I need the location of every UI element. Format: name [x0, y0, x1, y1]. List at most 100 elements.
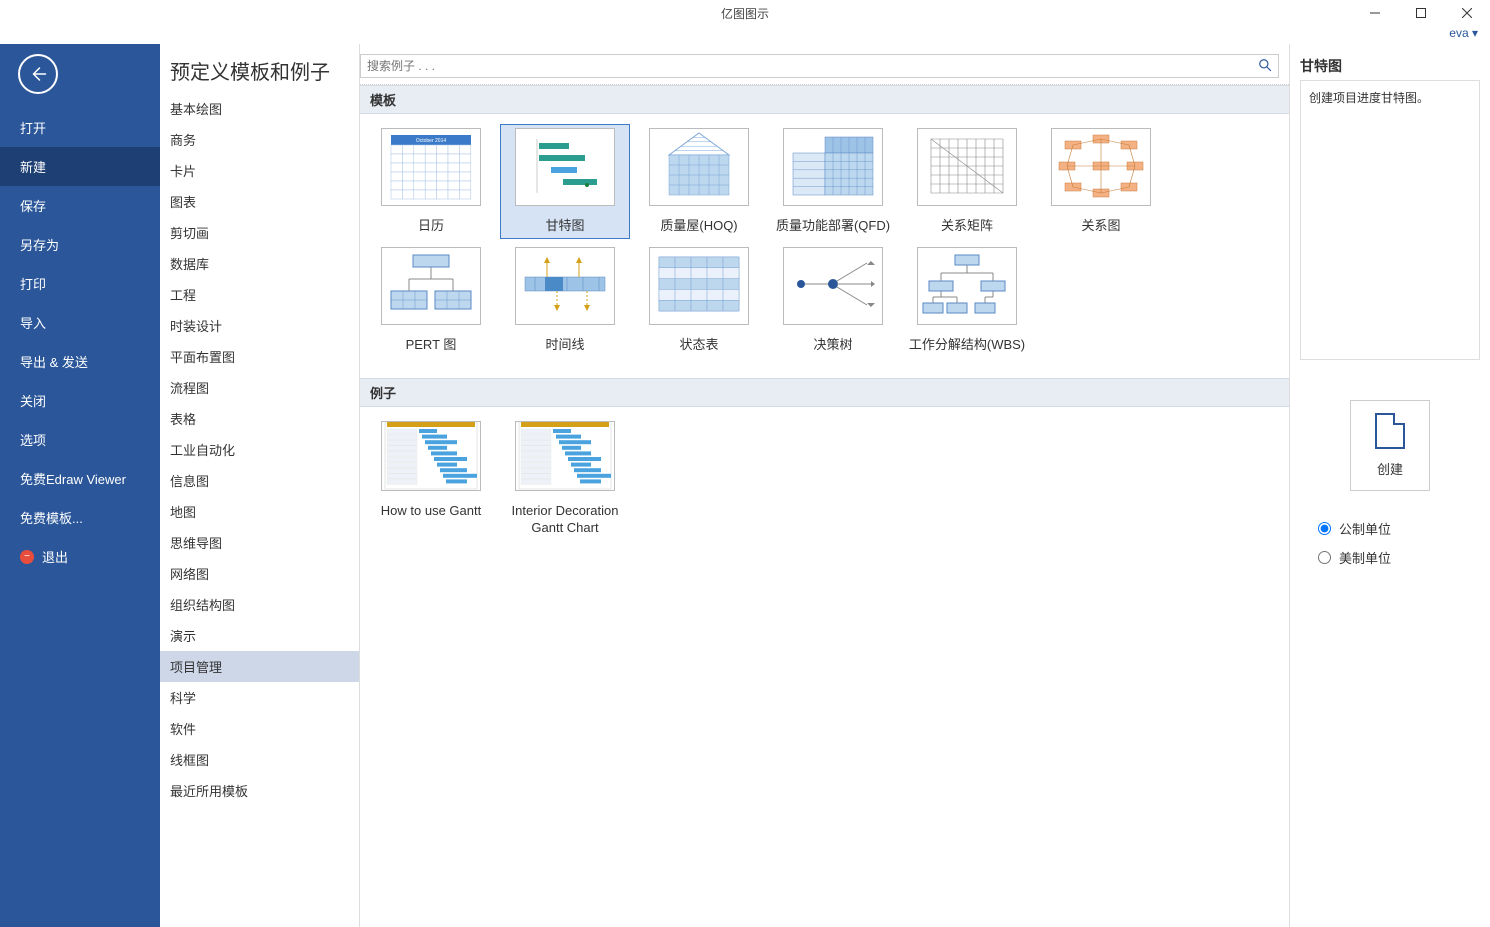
template-tile[interactable]: 时间线: [500, 243, 630, 358]
category-item[interactable]: 软件: [160, 713, 359, 744]
search-input[interactable]: [367, 59, 1258, 73]
search-box: [360, 54, 1279, 78]
category-item[interactable]: 工程: [160, 279, 359, 310]
example-tile[interactable]: How to use Gantt: [366, 417, 496, 541]
template-tile[interactable]: 质量功能部署(QFD): [768, 124, 898, 239]
unit-metric-label: 公制单位: [1339, 519, 1391, 538]
nav-free-templates[interactable]: 免费模板...: [0, 498, 160, 537]
unit-metric-radio[interactable]: [1318, 522, 1331, 535]
create-label: 创建: [1377, 459, 1403, 478]
template-thumb: [783, 128, 883, 206]
example-thumb: [381, 421, 481, 491]
unit-metric-option[interactable]: 公制单位: [1318, 519, 1480, 538]
nav-save[interactable]: 保存: [0, 186, 160, 225]
template-label: 时间线: [545, 337, 584, 354]
create-button[interactable]: 创建: [1350, 400, 1430, 491]
category-item[interactable]: 线框图: [160, 744, 359, 775]
templates-header: 模板: [360, 85, 1289, 114]
template-tile[interactable]: 质量屋(HOQ): [634, 124, 764, 239]
category-item[interactable]: 网络图: [160, 558, 359, 589]
category-item[interactable]: 科学: [160, 682, 359, 713]
category-item[interactable]: 数据库: [160, 248, 359, 279]
nav-exit-label: 退出: [42, 547, 68, 566]
category-item[interactable]: 商务: [160, 124, 359, 155]
template-label: 工作分解结构(WBS): [909, 337, 1025, 354]
category-item[interactable]: 平面布置图: [160, 341, 359, 372]
template-thumb: [917, 247, 1017, 325]
nav-new[interactable]: 新建: [0, 147, 160, 186]
user-menu[interactable]: eva ▾: [1449, 26, 1478, 44]
search-icon[interactable]: [1258, 58, 1272, 75]
page-heading: 预定义模板和例子: [160, 44, 359, 93]
content-area: 模板 October 2014日历甘特图质量屋(HOQ)质量功能部署(QFD)关…: [360, 44, 1290, 927]
category-item[interactable]: 思维导图: [160, 527, 359, 558]
category-item[interactable]: 演示: [160, 620, 359, 651]
category-item[interactable]: 信息图: [160, 465, 359, 496]
nav-close[interactable]: 关闭: [0, 381, 160, 420]
category-item[interactable]: 工业自动化: [160, 434, 359, 465]
category-item[interactable]: 组织结构图: [160, 589, 359, 620]
template-tile[interactable]: 决策树: [768, 243, 898, 358]
nav-print[interactable]: 打印: [0, 264, 160, 303]
template-tile[interactable]: 工作分解结构(WBS): [902, 243, 1032, 358]
nav-import[interactable]: 导入: [0, 303, 160, 342]
template-thumb: [649, 247, 749, 325]
nav-save-as[interactable]: 另存为: [0, 225, 160, 264]
template-tile[interactable]: 甘特图: [500, 124, 630, 239]
template-label: PERT 图: [406, 337, 457, 354]
template-tile[interactable]: 关系图: [1036, 124, 1166, 239]
detail-description: 创建项目进度甘特图。: [1300, 80, 1480, 360]
back-button[interactable]: [18, 54, 58, 94]
template-tile[interactable]: 关系矩阵: [902, 124, 1032, 239]
window-controls: [1352, 0, 1490, 26]
unit-imperial-radio[interactable]: [1318, 551, 1331, 564]
minimize-button[interactable]: [1352, 0, 1398, 26]
template-label: 状态表: [679, 337, 718, 354]
category-item[interactable]: 地图: [160, 496, 359, 527]
unit-imperial-label: 美制单位: [1339, 548, 1391, 567]
category-item[interactable]: 最近所用模板: [160, 775, 359, 806]
category-item[interactable]: 项目管理: [160, 651, 359, 682]
template-thumb: [515, 128, 615, 206]
template-thumb: [917, 128, 1017, 206]
category-item[interactable]: 图表: [160, 186, 359, 217]
template-label: 关系图: [1081, 218, 1120, 235]
app-title: 亿图图示: [721, 5, 769, 22]
template-tile[interactable]: PERT 图: [366, 243, 496, 358]
category-item[interactable]: 基本绘图: [160, 93, 359, 124]
left-nav: 打开 新建 保存 另存为 打印 导入 导出 & 发送 关闭 选项 免费Edraw…: [0, 44, 160, 927]
template-tile[interactable]: 状态表: [634, 243, 764, 358]
example-thumb: [515, 421, 615, 491]
examples-header: 例子: [360, 378, 1289, 407]
template-label: 日历: [418, 218, 444, 235]
maximize-button[interactable]: [1398, 0, 1444, 26]
page-icon: [1375, 413, 1405, 449]
category-item[interactable]: 卡片: [160, 155, 359, 186]
category-item[interactable]: 流程图: [160, 372, 359, 403]
detail-title: 甘特图: [1300, 56, 1480, 76]
right-panel: 甘特图 创建项目进度甘特图。 创建 公制单位 美制单位: [1290, 44, 1490, 927]
category-item[interactable]: 时装设计: [160, 310, 359, 341]
example-label: Interior Decoration Gantt Chart: [504, 503, 626, 537]
template-thumb: [1051, 128, 1151, 206]
nav-options[interactable]: 选项: [0, 420, 160, 459]
template-label: 质量屋(HOQ): [660, 218, 737, 235]
template-label: 甘特图: [545, 218, 584, 235]
template-tile[interactable]: October 2014 日历: [366, 124, 496, 239]
example-tile[interactable]: Interior Decoration Gantt Chart: [500, 417, 630, 541]
example-label: How to use Gantt: [381, 503, 481, 520]
titlebar: 亿图图示: [0, 0, 1490, 26]
templates-grid: October 2014 日历 甘特图 质量屋(HOQ) 质量功能部署(QFD)关系矩阵…: [360, 114, 1289, 378]
unit-options: 公制单位 美制单位: [1300, 519, 1480, 567]
unit-imperial-option[interactable]: 美制单位: [1318, 548, 1480, 567]
user-name-label: eva: [1449, 26, 1468, 40]
category-item[interactable]: 剪切画: [160, 217, 359, 248]
template-thumb: October 2014: [381, 128, 481, 206]
category-item[interactable]: 表格: [160, 403, 359, 434]
nav-free-viewer[interactable]: 免费Edraw Viewer: [0, 459, 160, 498]
template-thumb: [381, 247, 481, 325]
close-button[interactable]: [1444, 0, 1490, 26]
nav-export-send[interactable]: 导出 & 发送: [0, 342, 160, 381]
nav-open[interactable]: 打开: [0, 108, 160, 147]
nav-exit[interactable]: − 退出: [0, 537, 160, 576]
